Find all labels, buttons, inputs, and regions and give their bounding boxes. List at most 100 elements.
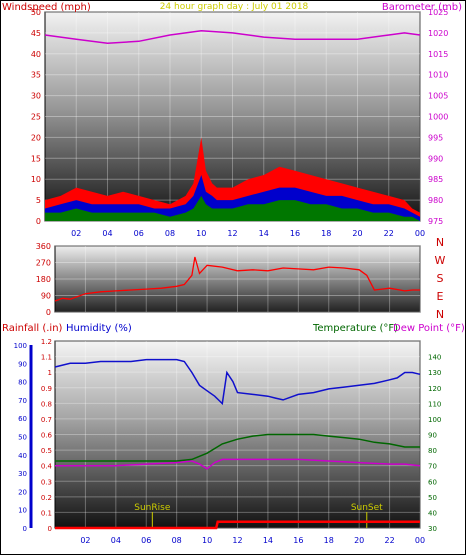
climate-grid xyxy=(55,340,421,529)
humidity-tick-label: 80 xyxy=(18,379,27,387)
rain-tick-label: 1.1 xyxy=(41,354,52,362)
temperature-tick-label: 100 xyxy=(428,416,441,424)
x-tick-label: 06 xyxy=(134,229,144,238)
temperature-tick-label: 30 xyxy=(428,525,437,533)
x-tick-label: 18 xyxy=(324,536,334,545)
baro-tick-label: 995 xyxy=(428,133,443,142)
wind-tick-label: 35 xyxy=(31,71,41,80)
x-tick-label: 12 xyxy=(227,229,237,238)
direction-tick-label: 360 xyxy=(36,242,51,251)
rain-axis-label: Rainfall (.in) xyxy=(2,323,63,334)
dewpoint-axis-label: Dew Point (°F) xyxy=(393,323,465,334)
x-tick-label: 04 xyxy=(111,536,121,545)
wind-tick-label: 30 xyxy=(31,92,41,101)
temperature-tick-label: 140 xyxy=(428,354,441,362)
x-tick-label: 12 xyxy=(232,536,242,545)
rain-tick-label: 0.2 xyxy=(41,494,52,502)
x-tick-label: 08 xyxy=(165,229,175,238)
wind-x-ticks: 02 04 06 08 10 12 14 16 18 20 22 00 xyxy=(71,229,425,238)
x-tick-label: 10 xyxy=(196,229,206,238)
sun-marker-label: SunRise xyxy=(134,503,171,513)
temperature-tick-label: 110 xyxy=(428,400,441,408)
x-tick-label: 14 xyxy=(259,229,269,238)
x-tick-label: 08 xyxy=(172,536,182,545)
direction-tick-label: 180 xyxy=(36,275,51,284)
wind-y-ticks: 0 5 10 15 20 25 30 35 40 45 50 xyxy=(31,8,41,226)
rain-tick-label: 1.2 xyxy=(41,338,52,346)
humidity-tick-label: 20 xyxy=(18,488,27,496)
temperature-line xyxy=(55,433,420,462)
rain-tick-label: 1 xyxy=(48,369,52,377)
baro-tick-label: 1000 xyxy=(428,113,448,122)
rain-tick-label: 0.3 xyxy=(41,478,52,486)
x-tick-label: 16 xyxy=(290,229,300,238)
wind-lull-area xyxy=(45,195,420,221)
x-tick-label: 20 xyxy=(354,536,364,545)
direction-tick-label: 90 xyxy=(41,292,51,301)
humidity-tick-label: 50 xyxy=(18,434,27,442)
rain-tick-label: 0.9 xyxy=(41,385,52,393)
compass-label: N xyxy=(436,236,444,249)
humidity-y-ticks: 0 10 20 30 40 50 60 70 80 90 100 xyxy=(14,342,27,533)
x-tick-label: 14 xyxy=(263,536,273,545)
wind-series xyxy=(44,30,421,221)
temperature-tick-label: 40 xyxy=(428,509,437,517)
humidity-tick-label: 100 xyxy=(14,342,27,350)
barometer-line xyxy=(44,30,421,45)
rain-tick-label: 0 xyxy=(48,525,52,533)
baro-tick-label: 1010 xyxy=(428,71,448,80)
direction-line xyxy=(54,256,420,302)
baro-tick-label: 1015 xyxy=(428,50,448,59)
wind-tick-label: 10 xyxy=(31,175,41,184)
rain-tick-label: 0.4 xyxy=(41,463,53,471)
baro-tick-label: 1005 xyxy=(428,92,448,101)
wind-tick-label: 25 xyxy=(31,113,41,122)
humidity-axis-label: Humidity (%) xyxy=(66,323,132,334)
temperature-tick-label: 50 xyxy=(428,494,437,502)
x-tick-label: 02 xyxy=(80,536,90,545)
x-tick-label: 22 xyxy=(384,229,394,238)
humidity-tick-label: 0 xyxy=(23,525,27,533)
climate-series xyxy=(54,358,421,530)
wind-axis-label: Windspeed (mph) xyxy=(2,2,91,13)
temperature-tick-label: 70 xyxy=(428,463,437,471)
humidity-tick-label: 40 xyxy=(18,452,27,460)
x-tick-label: 02 xyxy=(71,229,81,238)
rain-tick-label: 0.7 xyxy=(41,416,52,424)
rain-y-ticks: 0 0.1 0.2 0.3 0.4 0.5 0.6 0.7 0.8 0.9 1 1.1 1.2 xyxy=(41,338,53,533)
x-tick-label: 20 xyxy=(352,229,362,238)
x-tick-label: 18 xyxy=(321,229,331,238)
x-tick-label: 00 xyxy=(415,536,425,545)
direction-tick-label: 270 xyxy=(36,259,51,268)
x-tick-label: 16 xyxy=(293,536,303,545)
rain-tick-label: 0.8 xyxy=(41,400,52,408)
wind-tick-label: 15 xyxy=(31,154,41,163)
baro-axis-label: Barometer (mb) xyxy=(382,2,462,13)
humidity-tick-label: 30 xyxy=(18,470,27,478)
direction-y-ticks: 0 90 180 270 360 xyxy=(36,242,51,317)
wind-plot-area xyxy=(44,11,421,222)
chart-title: 24 hour graph day : July 01 2018 xyxy=(160,2,309,12)
sun-marker-label: SunSet xyxy=(351,503,383,513)
temperature-tick-label: 80 xyxy=(428,447,437,455)
dewpoint-line xyxy=(55,458,421,470)
compass-label: S xyxy=(437,272,444,285)
direction-series xyxy=(54,256,420,302)
x-tick-label: 10 xyxy=(202,536,212,545)
temperature-tick-label: 90 xyxy=(428,432,437,440)
direction-grid xyxy=(55,245,421,313)
temperature-tick-label: 60 xyxy=(428,478,437,486)
temperature-y-ticks: 30 40 50 60 70 80 90 100 110 120 130 140 xyxy=(428,354,441,533)
x-tick-label: 00 xyxy=(415,229,425,238)
rain-tick-label: 0.5 xyxy=(41,447,52,455)
baro-tick-label: 980 xyxy=(428,196,443,205)
wind-tick-label: 0 xyxy=(36,217,41,226)
temperature-tick-label: 120 xyxy=(428,385,441,393)
baro-tick-label: 975 xyxy=(428,217,443,226)
rain-tick-label: 0.6 xyxy=(41,432,53,440)
baro-tick-label: 1025 xyxy=(428,8,448,17)
humidity-tick-label: 60 xyxy=(18,415,27,423)
